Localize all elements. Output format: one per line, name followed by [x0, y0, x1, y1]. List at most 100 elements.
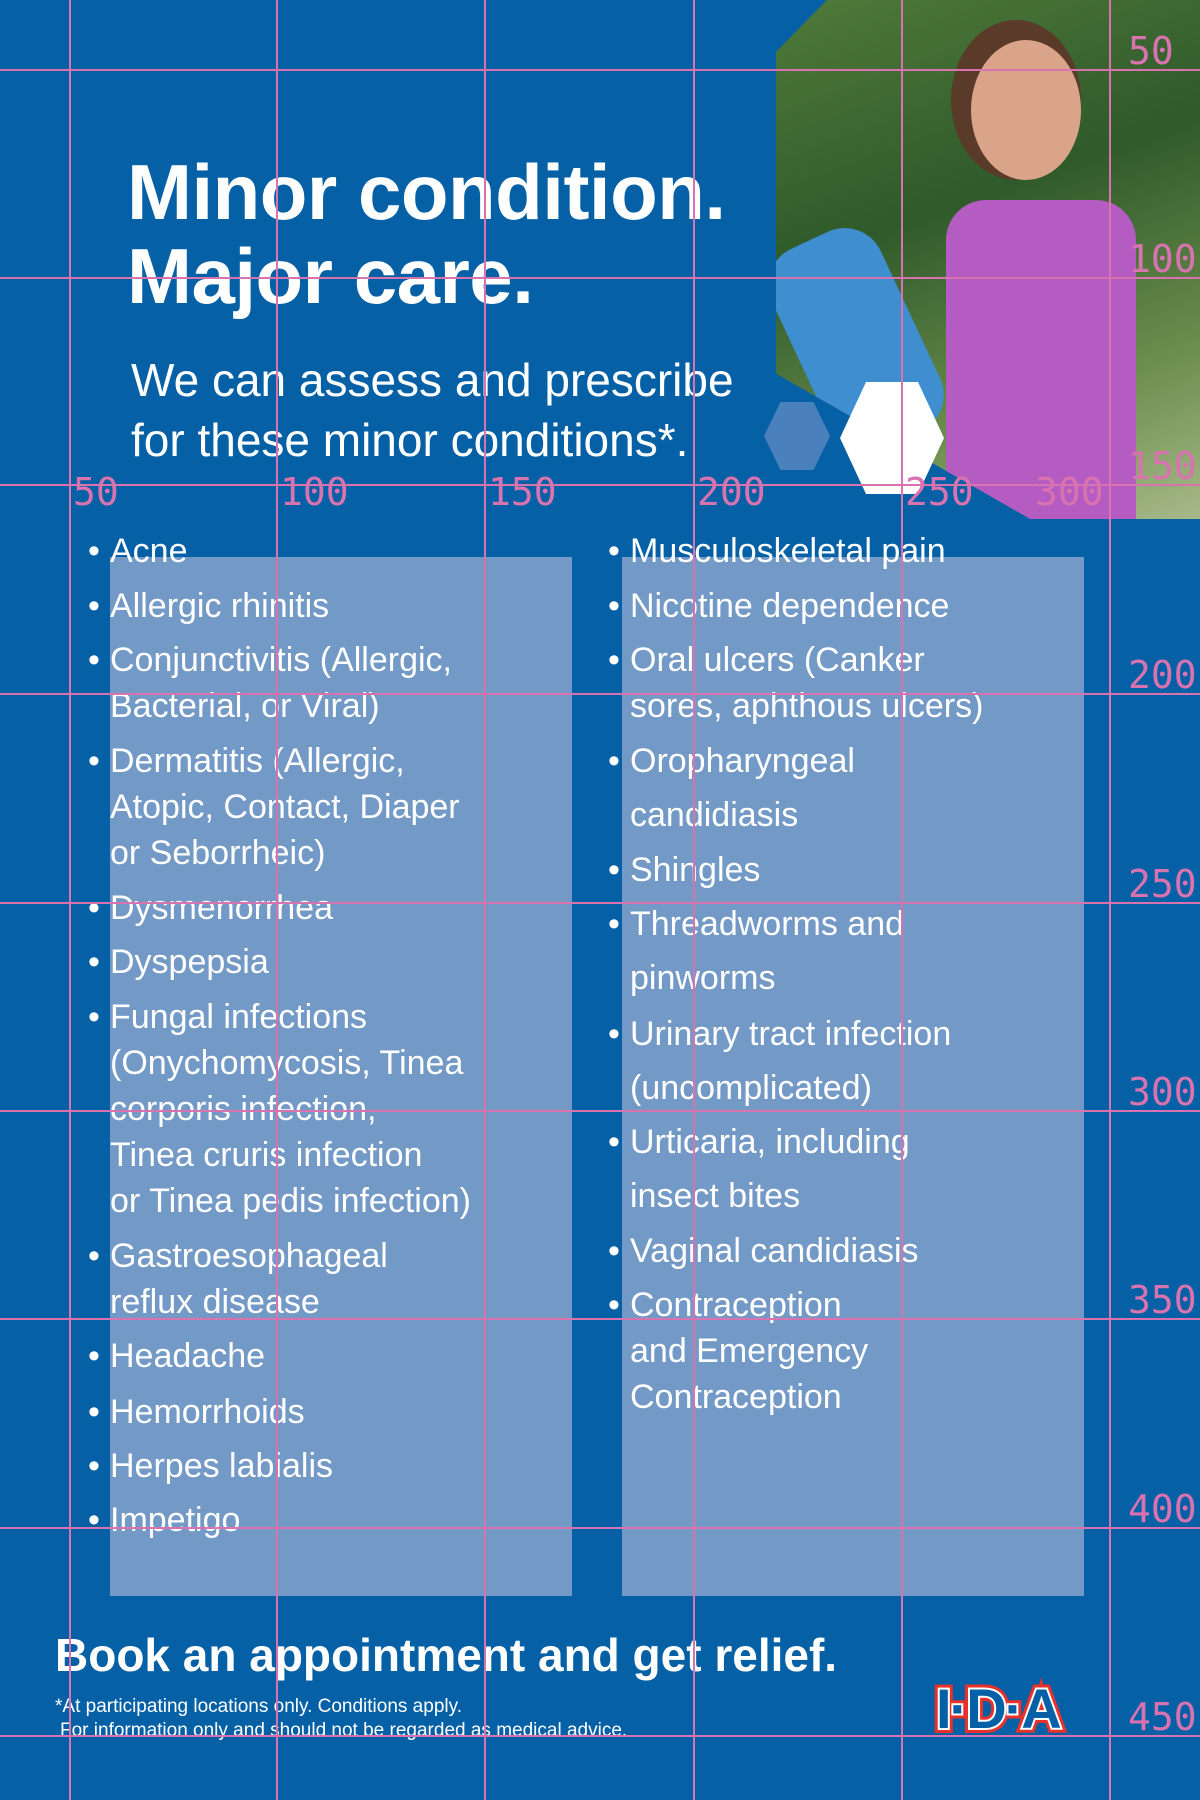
- condition-text: Atopic, Contact, Diaper: [110, 788, 460, 826]
- grid-label-x: 200: [697, 470, 766, 514]
- condition-item: • Urticaria, including insect bites: [608, 1115, 910, 1223]
- grid-label-y: 250: [1128, 862, 1197, 906]
- condition-text: Vaginal candidiasis: [630, 1232, 919, 1270]
- bullet-icon: •: [88, 1393, 100, 1431]
- condition-item: • Urinary tract infection (uncomplicated): [608, 1007, 952, 1115]
- condition-text: Urticaria, including: [630, 1123, 910, 1161]
- bullet-icon: •: [608, 1015, 620, 1053]
- bullet-icon: •: [608, 1286, 620, 1324]
- condition-text: Oral ulcers (Canker: [630, 641, 925, 679]
- bullet-icon: •: [608, 532, 620, 570]
- grid-line-vertical: [484, 0, 486, 1800]
- condition-text: Nicotine dependence: [630, 587, 950, 625]
- subheadline-line-1: We can assess and prescribe: [131, 354, 734, 406]
- condition-text: insect bites: [630, 1177, 801, 1215]
- condition-text: Contraception: [630, 1286, 842, 1324]
- grid-label-x: 50: [73, 470, 119, 514]
- grid-label-y: 350: [1128, 1278, 1197, 1322]
- condition-text: Contraception: [630, 1378, 842, 1416]
- condition-text: Herpes labialis: [110, 1447, 333, 1485]
- hexagon-small-decoration: [764, 402, 830, 470]
- bullet-icon: •: [608, 587, 620, 625]
- condition-item: • Herpes labialis: [88, 1443, 333, 1489]
- grid-line-horizontal: [0, 69, 1200, 71]
- condition-text: candidiasis: [630, 796, 799, 834]
- grid-line-vertical: [901, 0, 903, 1800]
- condition-item: • Contraception and Emergency Contraception: [608, 1282, 868, 1420]
- condition-text: Allergic rhinitis: [110, 587, 330, 625]
- bullet-icon: •: [88, 943, 100, 981]
- grid-line-horizontal: [0, 902, 1200, 904]
- condition-text: Dyspepsia: [110, 943, 269, 981]
- bullet-icon: •: [88, 1447, 100, 1485]
- bullet-icon: •: [88, 1237, 100, 1275]
- left-panel: [110, 557, 572, 1596]
- condition-text: reflux disease: [110, 1283, 320, 1321]
- condition-item: • Hemorrhoids: [88, 1389, 305, 1435]
- bullet-icon: •: [88, 1501, 100, 1539]
- grid-label-y: 100: [1128, 237, 1197, 281]
- grid-label-y: 150: [1128, 444, 1197, 488]
- condition-text: Dysmenorrhea: [110, 889, 333, 927]
- condition-text: Fungal infections: [110, 998, 368, 1036]
- grid-line-vertical: [69, 0, 71, 1800]
- condition-item: • Oral ulcers (Canker sores, aphthous ulce…: [608, 637, 984, 729]
- bullet-icon: •: [608, 641, 620, 679]
- bullet-icon: •: [608, 1232, 620, 1270]
- svg-text:I·D·A: I·D·A: [936, 1677, 1060, 1740]
- right-panel: [622, 557, 1084, 1596]
- grid-label-x: 250: [905, 470, 974, 514]
- condition-item: • Impetigo: [88, 1497, 240, 1543]
- headline-line-2: Major care.: [127, 232, 534, 320]
- footnote-2: For information only and should not be r…: [60, 1720, 628, 1741]
- condition-item: • Vaginal candidiasis: [608, 1228, 919, 1274]
- condition-text: Hemorrhoids: [110, 1393, 305, 1431]
- condition-text: (uncomplicated): [630, 1069, 872, 1107]
- bullet-icon: •: [608, 905, 620, 943]
- condition-text: Conjunctivitis (Allergic,: [110, 641, 452, 679]
- condition-text: Threadworms and: [630, 905, 905, 943]
- ida-logo: I·D·A I·D·A: [932, 1674, 1067, 1740]
- grid-label-y: 50: [1128, 29, 1174, 73]
- grid-line-horizontal: [0, 277, 1200, 279]
- condition-item: • Dysmenorrhea: [88, 885, 333, 931]
- condition-text: corporis infection,: [110, 1090, 377, 1128]
- bullet-icon: •: [608, 851, 620, 889]
- condition-text: Oropharyngeal: [630, 742, 855, 780]
- grid-label-y: 400: [1128, 1487, 1197, 1531]
- condition-text: Tinea cruris infection: [110, 1136, 423, 1174]
- condition-item: • Allergic rhinitis: [88, 583, 330, 629]
- grid-line-horizontal: [0, 484, 1200, 486]
- grid-line-vertical: [693, 0, 695, 1800]
- condition-text: sores, aphthous ulcers): [630, 687, 984, 725]
- condition-item: • Gastroesophageal reflux disease: [88, 1233, 388, 1325]
- woman-head: [971, 40, 1081, 180]
- grid-line-vertical: [276, 0, 278, 1800]
- bullet-icon: •: [88, 532, 100, 570]
- condition-text: pinworms: [630, 959, 776, 997]
- grid-line-horizontal: [0, 1110, 1200, 1112]
- footnote-1: *At participating locations only. Condit…: [55, 1696, 462, 1717]
- hero-photo: [776, 0, 1200, 519]
- grid-line-horizontal: [0, 1735, 1200, 1737]
- condition-text: or Tinea pedis infection): [110, 1182, 471, 1220]
- condition-item: • Nicotine dependence: [608, 583, 950, 629]
- condition-item: • Fungal infections (Onychomycosis, Tinea c…: [88, 994, 471, 1224]
- condition-item: • Headache: [88, 1333, 266, 1379]
- condition-item: • Shingles: [608, 847, 760, 893]
- grid-line-horizontal: [0, 1318, 1200, 1320]
- condition-item: • Oropharyngeal candidiasis: [608, 734, 855, 842]
- grid-line-horizontal: [0, 693, 1200, 695]
- condition-text: Headache: [110, 1337, 266, 1375]
- condition-item: • Conjunctivitis (Allergic, Bacterial, or …: [88, 637, 452, 729]
- condition-text: Musculoskeletal pain: [630, 532, 946, 570]
- subheadline-line-2: for these minor conditions*.: [131, 414, 689, 466]
- condition-text: (Onychomycosis, Tinea: [110, 1044, 464, 1082]
- subheadline: We can assess and prescribe for these mi…: [131, 350, 734, 470]
- condition-text: Bacterial, or Viral): [110, 687, 380, 725]
- ida-logo-text: I·D·A: [936, 1677, 1060, 1740]
- condition-item: • Acne: [88, 528, 188, 574]
- condition-text: Urinary tract infection: [630, 1015, 952, 1053]
- condition-item: • Dyspepsia: [88, 939, 269, 985]
- condition-text: Gastroesophageal: [110, 1237, 388, 1275]
